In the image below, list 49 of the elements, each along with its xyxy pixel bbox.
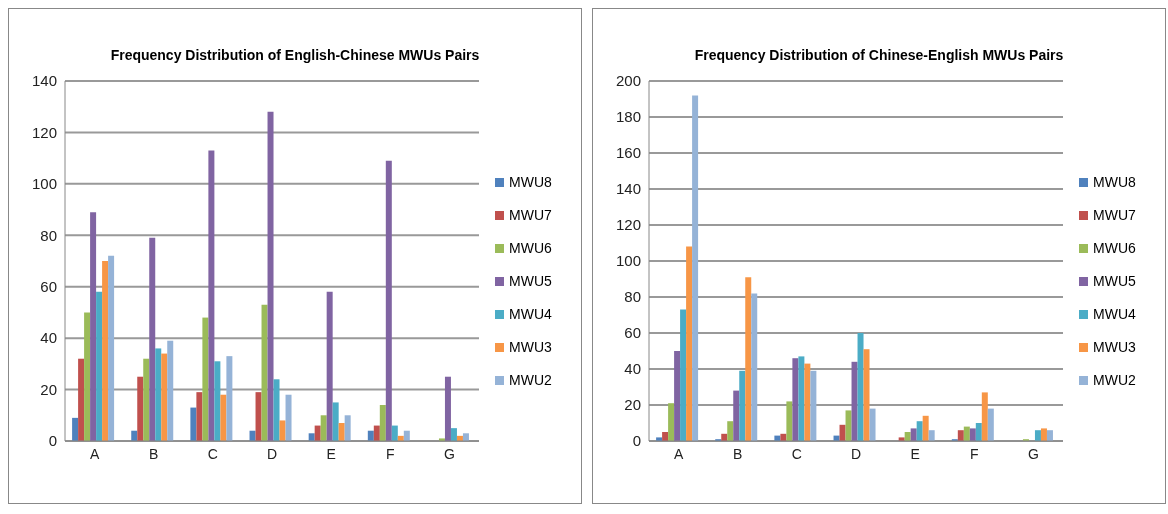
legend-label: MWU6 (1093, 240, 1136, 256)
y-tick-label: 20 (40, 380, 57, 398)
x-tick-label: C (207, 445, 218, 462)
x-tick-label: F (970, 445, 979, 462)
legend-label: MWU8 (1093, 174, 1136, 190)
legend-label: MWU4 (1093, 306, 1136, 322)
y-tick-label: 120 (615, 216, 641, 234)
x-tick-label: G (443, 445, 455, 462)
y-tick-label: 160 (615, 144, 641, 162)
legend-label: MWU7 (1093, 207, 1136, 223)
x-tick-label: D (850, 445, 862, 462)
y-tick-label: 180 (615, 108, 641, 126)
x-tick-label: D (266, 445, 278, 462)
y-tick-label: 100 (615, 252, 641, 270)
x-tick-label: B (733, 445, 743, 462)
legend-label: MWU2 (509, 372, 552, 388)
legend-label: MWU8 (509, 174, 552, 190)
legend-label: MWU3 (509, 339, 552, 355)
chart-title: Frequency Distribution of Chinese-English MWUs Pairs (693, 47, 1065, 63)
legend-label: MWU3 (1093, 339, 1136, 355)
y-tick-label: 80 (624, 288, 641, 306)
y-tick-label: 60 (40, 278, 57, 296)
y-tick-label: 20 (624, 396, 641, 414)
y-tick-label: 140 (31, 72, 57, 90)
x-tick-label: B (149, 445, 159, 462)
y-tick-label: 0 (48, 432, 57, 450)
y-tick-label: 40 (624, 360, 641, 378)
y-tick-label: 40 (40, 329, 57, 347)
y-tick-label: 60 (624, 324, 641, 342)
legend-label: MWU2 (1093, 372, 1136, 388)
y-tick-label: 140 (615, 180, 641, 198)
x-tick-label: A (89, 445, 100, 462)
legend-label: MWU7 (509, 207, 552, 223)
y-tick-label: 120 (31, 123, 57, 141)
y-tick-label: 80 (40, 226, 57, 244)
chart-title: Frequency Distribution of English-Chinese MWUs Pairs (109, 47, 481, 63)
y-tick-label: 0 (632, 432, 641, 450)
x-tick-label: E (910, 445, 920, 462)
y-tick-label: 100 (31, 175, 57, 193)
legend-label: MWU4 (509, 306, 552, 322)
legend-label: MWU5 (509, 273, 552, 289)
x-tick-label: E (326, 445, 336, 462)
x-tick-label: C (791, 445, 802, 462)
legend-label: MWU5 (1093, 273, 1136, 289)
x-tick-label: F (386, 445, 395, 462)
legend-label: MWU6 (509, 240, 552, 256)
x-tick-label: G (1027, 445, 1039, 462)
x-tick-label: A (673, 445, 684, 462)
y-tick-label: 200 (615, 72, 641, 90)
